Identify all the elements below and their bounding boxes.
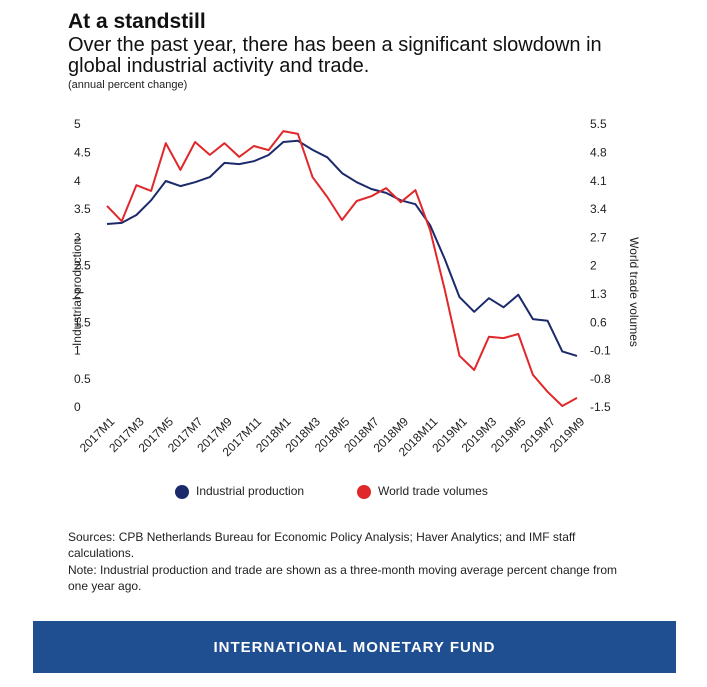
y-tick-label: 1.5 <box>74 315 91 329</box>
y2-tick-label: 1.3 <box>590 287 607 301</box>
y-tick-label: 2 <box>74 287 81 301</box>
legend-marker <box>357 485 371 499</box>
y-tick-label: 3 <box>74 230 81 244</box>
y2-tick-label: 2.7 <box>590 230 607 244</box>
legend-label: Industrial production <box>196 484 304 498</box>
banner: INTERNATIONAL MONETARY FUND <box>33 621 676 673</box>
data-line <box>106 130 578 407</box>
chart-subtitle: Over the past year, there has been a sig… <box>68 34 602 77</box>
y-tick-label: 0 <box>74 400 81 414</box>
y-axis-label: Industrial production <box>70 238 84 346</box>
legend-marker <box>175 485 189 499</box>
y2-tick-label: -0.8 <box>590 372 611 386</box>
y2-tick-label: 0.6 <box>590 315 607 329</box>
unit-note: (annual percent change) <box>68 79 188 91</box>
y2-tick-label: -0.1 <box>590 344 611 358</box>
y-tick-label: 5 <box>74 117 81 131</box>
y-tick-label: 4.5 <box>74 145 91 159</box>
y-tick-label: 4 <box>74 174 81 188</box>
legend-label: World trade volumes <box>378 484 488 498</box>
y-tick-label: 0.5 <box>74 372 91 386</box>
y2-tick-label: 5.5 <box>590 117 607 131</box>
data-line <box>106 139 578 357</box>
y2-tick-label: 2 <box>590 259 597 273</box>
y-tick-label: 1 <box>74 344 81 358</box>
y2-tick-label: -1.5 <box>590 400 611 414</box>
chart-title: At a standstill <box>68 10 206 33</box>
y2-axis-label: World trade volumes <box>627 237 641 347</box>
note: Note: Industrial production and trade ar… <box>68 563 617 593</box>
y2-tick-label: 4.8 <box>590 145 607 159</box>
sources: Sources: CPB Netherlands Bureau for Econ… <box>68 530 576 560</box>
y2-tick-label: 3.4 <box>590 202 607 216</box>
y-tick-label: 2.5 <box>74 259 91 273</box>
y-tick-label: 3.5 <box>74 202 91 216</box>
y2-tick-label: 4.1 <box>590 174 607 188</box>
